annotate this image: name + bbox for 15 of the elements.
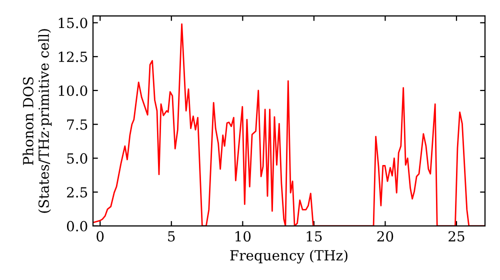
y-tick-label: 12.5	[58, 52, 88, 62]
y-axis-title: Phonon DOS (States/THz·primitive cell)	[22, 29, 52, 213]
x-tick-label: 20	[377, 231, 394, 242]
x-tick-label: 10	[236, 231, 251, 242]
y-tick-label: 10.0	[58, 85, 88, 96]
x-tick-label: 5	[168, 231, 175, 242]
x-tick-label: 25	[448, 231, 464, 242]
x-tick-label: 15	[306, 231, 322, 242]
y-tick-label: 7.5	[67, 120, 88, 130]
x-axis-title: Frequency (THz)	[230, 250, 348, 264]
y-tick-label: 15.0	[58, 18, 88, 28]
x-tick-label: 0	[96, 231, 104, 242]
y-tick-label: 5.0	[67, 153, 88, 164]
y-tick-label: 0.0	[66, 220, 88, 232]
y-tick-label: 2.5	[66, 187, 88, 198]
